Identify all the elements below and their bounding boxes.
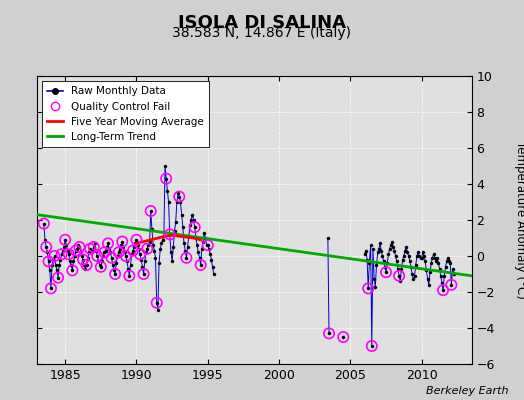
- Point: [152, 300, 161, 306]
- Point: [325, 330, 333, 336]
- Point: [143, 246, 151, 252]
- Point: [45, 258, 53, 265]
- Text: 38.583 N, 14.867 E (Italy): 38.583 N, 14.867 E (Italy): [172, 26, 352, 40]
- Point: [364, 285, 373, 292]
- Point: [118, 238, 126, 245]
- Point: [196, 262, 205, 268]
- Point: [132, 237, 140, 243]
- Point: [40, 220, 48, 227]
- Point: [162, 175, 170, 182]
- Point: [139, 271, 148, 277]
- Point: [204, 242, 212, 248]
- Point: [182, 255, 191, 261]
- Point: [68, 267, 77, 274]
- Point: [129, 247, 137, 254]
- Point: [93, 253, 102, 259]
- Point: [447, 282, 455, 288]
- Point: [107, 255, 116, 261]
- Point: [122, 253, 130, 259]
- Point: [114, 249, 123, 256]
- Point: [339, 334, 347, 340]
- Point: [100, 249, 108, 256]
- Point: [382, 269, 390, 275]
- Point: [125, 273, 134, 279]
- Text: Berkeley Earth: Berkeley Earth: [426, 386, 508, 396]
- Text: ISOLA DI SALINA: ISOLA DI SALINA: [178, 14, 346, 32]
- Y-axis label: Temperature Anomaly (°C): Temperature Anomaly (°C): [514, 141, 524, 299]
- Point: [50, 253, 59, 259]
- Point: [147, 208, 155, 214]
- Point: [61, 237, 69, 243]
- Point: [191, 224, 199, 230]
- Point: [104, 240, 112, 246]
- Point: [136, 251, 144, 258]
- Point: [75, 244, 84, 250]
- Point: [96, 264, 105, 270]
- Point: [58, 251, 66, 258]
- Point: [72, 247, 80, 254]
- Point: [86, 246, 94, 252]
- Point: [439, 287, 447, 294]
- Point: [42, 244, 50, 250]
- Legend: Raw Monthly Data, Quality Control Fail, Five Year Moving Average, Long-Term Tren: Raw Monthly Data, Quality Control Fail, …: [42, 81, 209, 147]
- Point: [166, 231, 174, 238]
- Point: [79, 256, 87, 263]
- Point: [54, 274, 62, 281]
- Point: [82, 262, 91, 268]
- Point: [64, 251, 73, 258]
- Point: [47, 285, 55, 292]
- Point: [111, 271, 119, 277]
- Point: [395, 273, 403, 279]
- Point: [175, 193, 183, 200]
- Point: [368, 343, 376, 349]
- Point: [90, 244, 98, 250]
